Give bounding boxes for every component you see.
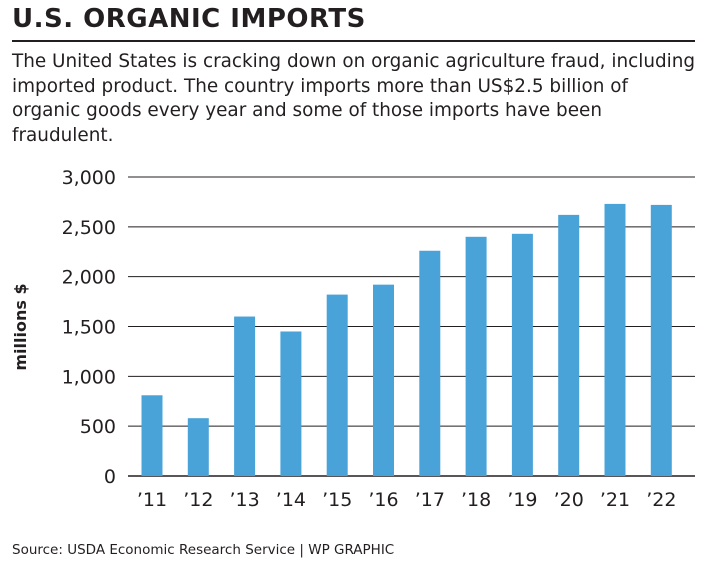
bar bbox=[187, 418, 209, 476]
x-tick-label: ’18 bbox=[461, 489, 491, 511]
title-rule bbox=[12, 40, 695, 42]
bar bbox=[141, 395, 163, 476]
bar bbox=[280, 331, 302, 476]
y-tick-label: 2,000 bbox=[62, 267, 116, 289]
bar bbox=[373, 284, 394, 476]
bar bbox=[234, 316, 256, 476]
y-axis-label: millions $ bbox=[11, 283, 30, 370]
y-tick-label: 3,000 bbox=[62, 167, 116, 189]
x-tick-label: ’13 bbox=[229, 489, 259, 511]
x-tick-label: ’22 bbox=[646, 489, 676, 511]
gridlines bbox=[128, 176, 695, 477]
x-tick-label: ’17 bbox=[415, 489, 445, 511]
bars bbox=[141, 203, 672, 476]
y-tick-labels: 0 500 1,000 1,500 2,000 2,500 3,000 bbox=[62, 167, 116, 488]
bar bbox=[604, 203, 626, 476]
y-tick-label: 2,500 bbox=[62, 217, 116, 239]
bar bbox=[326, 294, 348, 476]
bar bbox=[511, 233, 533, 476]
x-tick-label: ’14 bbox=[276, 489, 306, 511]
x-tick-label: ’12 bbox=[183, 489, 213, 511]
bar bbox=[465, 236, 487, 476]
chart-subtitle: The United States is cracking down on or… bbox=[12, 51, 696, 146]
source-note: Source: USDA Economic Research Service |… bbox=[12, 542, 395, 558]
x-tick-labels: ’11 ’12 ’13 ’14 ’15 ’16 ’17 ’18 ’19 ’20 ’21 ’22 bbox=[137, 489, 677, 511]
x-tick-label: ’11 bbox=[137, 489, 167, 511]
y-tick-label: 1,000 bbox=[62, 366, 116, 388]
y-tick-label: 1,500 bbox=[62, 317, 116, 339]
bar bbox=[558, 214, 580, 476]
x-tick-label: ’20 bbox=[554, 489, 584, 511]
y-tick-label: 0 bbox=[104, 466, 116, 488]
x-tick-label: ’15 bbox=[322, 489, 352, 511]
x-tick-label: ’19 bbox=[507, 489, 537, 511]
chart-title: U.S. ORGANIC IMPORTS bbox=[12, 4, 366, 34]
x-tick-label: ’21 bbox=[600, 489, 630, 511]
x-tick-label: ’16 bbox=[368, 489, 398, 511]
y-tick-label: 500 bbox=[80, 416, 116, 438]
bar bbox=[650, 204, 672, 476]
bar bbox=[419, 250, 441, 476]
